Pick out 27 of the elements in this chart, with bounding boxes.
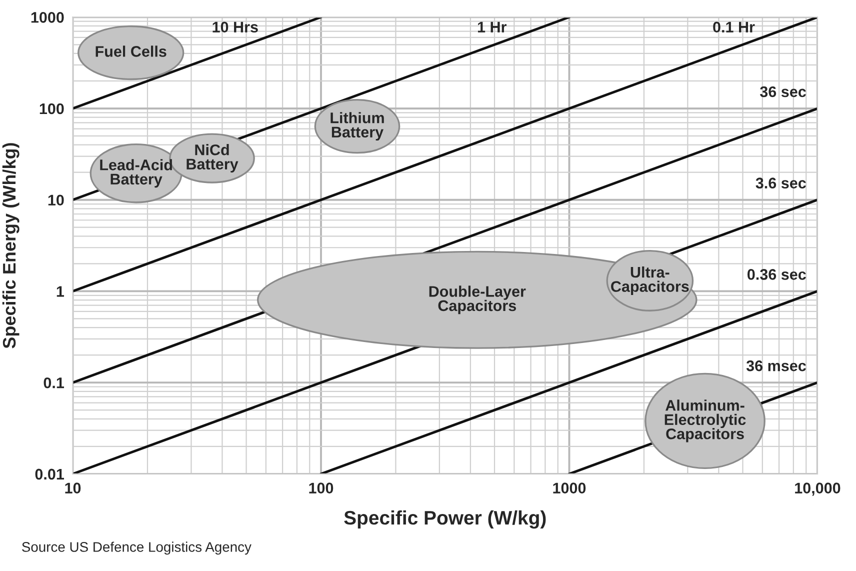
x-tick-label: 1000 <box>553 482 586 494</box>
y-tick-label: 0.1 <box>44 377 64 388</box>
x-tick-label: 100 <box>309 482 334 494</box>
y-tick-label: 1 <box>56 286 64 297</box>
series-label: 10 Hrs <box>212 22 258 33</box>
x-tick-label: 10 <box>65 482 81 494</box>
y-axis-title: Specific Energy (Wh/kg) <box>2 143 20 348</box>
series-label: 3.6 sec <box>756 178 806 189</box>
series-label: 0.36 sec <box>748 269 806 280</box>
x-axis-title: Specific Power (W/kg) <box>344 510 546 529</box>
y-tick-label: 100 <box>40 103 64 114</box>
x-tick-label: 10,000 <box>795 482 840 496</box>
y-tick-label: 1000 <box>31 12 64 23</box>
series-label: 36 msec <box>746 360 806 372</box>
source-note: Source US Defence Logistics Agency <box>22 542 252 555</box>
series-label: 36 sec <box>760 86 806 98</box>
annotation: Aluminum- Electrolytic Capacitors <box>664 400 746 442</box>
annotation: Lithium Battery <box>330 112 384 141</box>
annotation: Fuel Cells <box>96 46 166 57</box>
y-tick-label: 0.01 <box>35 468 64 480</box>
annotation: Double-Layer Capacitors <box>429 286 526 314</box>
y-tick-label: 10 <box>48 194 64 206</box>
annotation: Lead-Acid Battery <box>100 159 172 188</box>
series-label: 1 Hr <box>478 22 507 32</box>
annotation: NiCd Battery <box>186 144 238 173</box>
series-label: 0.1 Hr <box>713 22 755 33</box>
annotation: Ultra- Capacitors <box>611 266 689 295</box>
